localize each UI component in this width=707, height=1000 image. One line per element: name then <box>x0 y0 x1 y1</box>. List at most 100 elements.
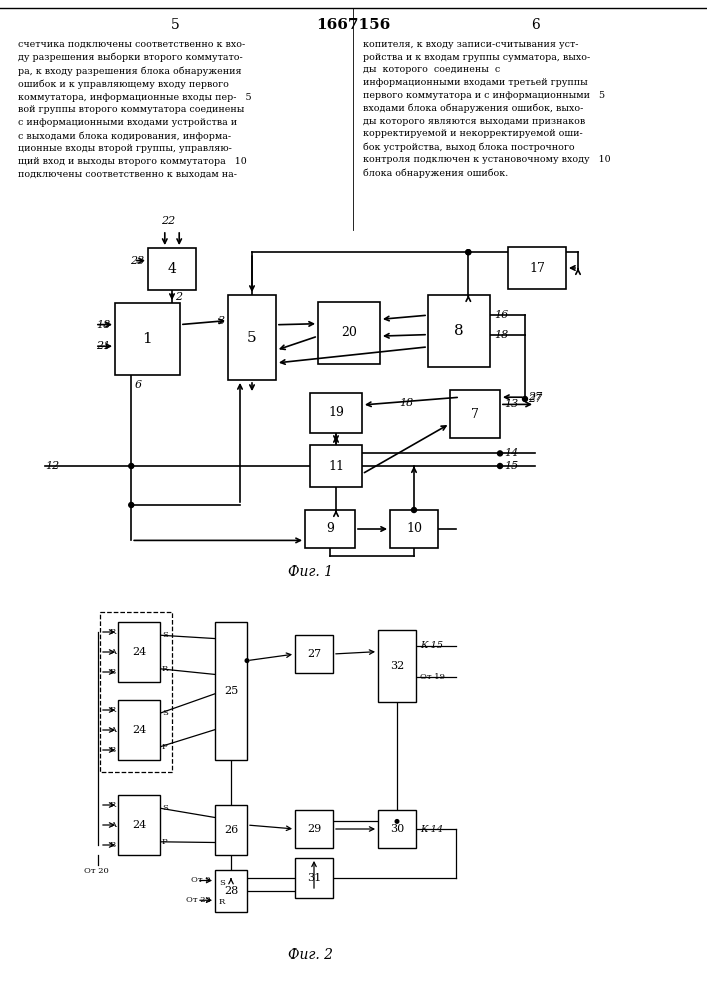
Text: 22: 22 <box>161 216 176 226</box>
Bar <box>100 612 172 772</box>
Bar <box>215 870 247 912</box>
Text: 18: 18 <box>399 398 413 408</box>
Text: 16: 16 <box>494 310 508 320</box>
Text: Фиг. 2: Фиг. 2 <box>288 948 332 962</box>
Text: R: R <box>110 801 116 809</box>
Circle shape <box>466 250 471 255</box>
Circle shape <box>466 250 471 255</box>
Text: 24: 24 <box>132 725 146 735</box>
Text: 27: 27 <box>528 394 542 404</box>
Text: A: A <box>110 648 116 656</box>
Text: 18: 18 <box>95 320 110 330</box>
Bar <box>378 630 416 702</box>
Text: A: A <box>110 726 116 734</box>
Text: B: B <box>110 746 116 754</box>
Text: 5: 5 <box>170 18 180 32</box>
Text: счетчика подключены соответственно к вхо-
ду разрешения выборки второго коммутат: счетчика подключены соответственно к вхо… <box>18 40 252 178</box>
Bar <box>310 393 362 433</box>
Circle shape <box>498 464 503 468</box>
Text: 29: 29 <box>307 824 321 834</box>
Text: 25: 25 <box>224 686 238 696</box>
Text: S: S <box>219 879 225 887</box>
Text: К 14: К 14 <box>420 824 443 834</box>
Bar <box>215 622 247 760</box>
Text: 21: 21 <box>95 341 110 351</box>
Circle shape <box>395 820 399 823</box>
Circle shape <box>522 396 527 401</box>
Text: К 15: К 15 <box>420 641 443 650</box>
Text: 1: 1 <box>143 332 153 346</box>
Text: Фиг. 1: Фиг. 1 <box>288 565 332 579</box>
Text: 9: 9 <box>326 522 334 536</box>
Text: B: B <box>110 668 116 676</box>
Text: 17: 17 <box>529 261 545 274</box>
Text: 7: 7 <box>471 408 479 420</box>
Text: 6: 6 <box>531 18 539 32</box>
Bar <box>295 858 333 898</box>
Text: R: R <box>110 628 116 636</box>
Bar <box>295 635 333 673</box>
Text: S: S <box>162 709 168 717</box>
Text: P: P <box>162 838 168 846</box>
Text: 20: 20 <box>341 326 357 340</box>
Text: 10: 10 <box>406 522 422 536</box>
Text: 13: 13 <box>504 399 518 409</box>
Text: R: R <box>110 706 116 714</box>
Text: От 22: От 22 <box>186 896 211 904</box>
Text: 27: 27 <box>528 392 542 402</box>
Bar <box>378 810 416 848</box>
Text: 15: 15 <box>504 461 518 471</box>
Bar <box>295 810 333 848</box>
Text: A: A <box>110 821 116 829</box>
Text: 30: 30 <box>390 824 404 834</box>
Text: 19: 19 <box>328 406 344 420</box>
Text: 5: 5 <box>247 330 257 344</box>
Text: 2: 2 <box>175 292 182 302</box>
Text: 32: 32 <box>390 661 404 671</box>
Bar <box>228 295 276 380</box>
Text: 18: 18 <box>494 330 508 340</box>
Text: 12: 12 <box>45 461 59 471</box>
Circle shape <box>245 659 249 662</box>
Text: S: S <box>162 804 168 812</box>
Circle shape <box>498 451 503 456</box>
Text: 24: 24 <box>132 647 146 657</box>
Text: От 20: От 20 <box>83 867 108 875</box>
Bar <box>118 700 160 760</box>
Bar <box>115 303 180 375</box>
Text: 24: 24 <box>132 820 146 830</box>
Text: P: P <box>162 743 168 751</box>
Bar <box>428 295 490 367</box>
Text: От 9: От 9 <box>192 876 211 884</box>
Text: От 19: От 19 <box>420 673 445 681</box>
Bar <box>118 622 160 682</box>
Text: 27: 27 <box>307 649 321 659</box>
Text: 11: 11 <box>328 460 344 473</box>
Bar <box>305 510 355 548</box>
Text: 3: 3 <box>218 316 225 326</box>
Bar <box>215 805 247 855</box>
Bar <box>508 247 566 289</box>
Circle shape <box>129 464 134 468</box>
Bar <box>310 445 362 487</box>
Circle shape <box>411 508 416 512</box>
Text: R: R <box>162 665 168 673</box>
Text: 8: 8 <box>454 324 464 338</box>
Bar <box>318 302 380 364</box>
Circle shape <box>129 502 134 508</box>
Text: 31: 31 <box>307 873 321 883</box>
Text: 1667156: 1667156 <box>316 18 390 32</box>
Text: 26: 26 <box>224 825 238 835</box>
Text: 23: 23 <box>130 256 144 266</box>
Text: S: S <box>162 631 168 639</box>
Text: 14: 14 <box>504 448 518 458</box>
Bar <box>450 390 500 438</box>
Text: 28: 28 <box>224 886 238 896</box>
Text: B: B <box>110 841 116 849</box>
Bar <box>148 248 196 290</box>
Bar <box>118 795 160 855</box>
Text: 4: 4 <box>168 262 177 276</box>
Text: 6: 6 <box>134 380 141 390</box>
Text: R: R <box>219 898 226 906</box>
Bar <box>390 510 438 548</box>
